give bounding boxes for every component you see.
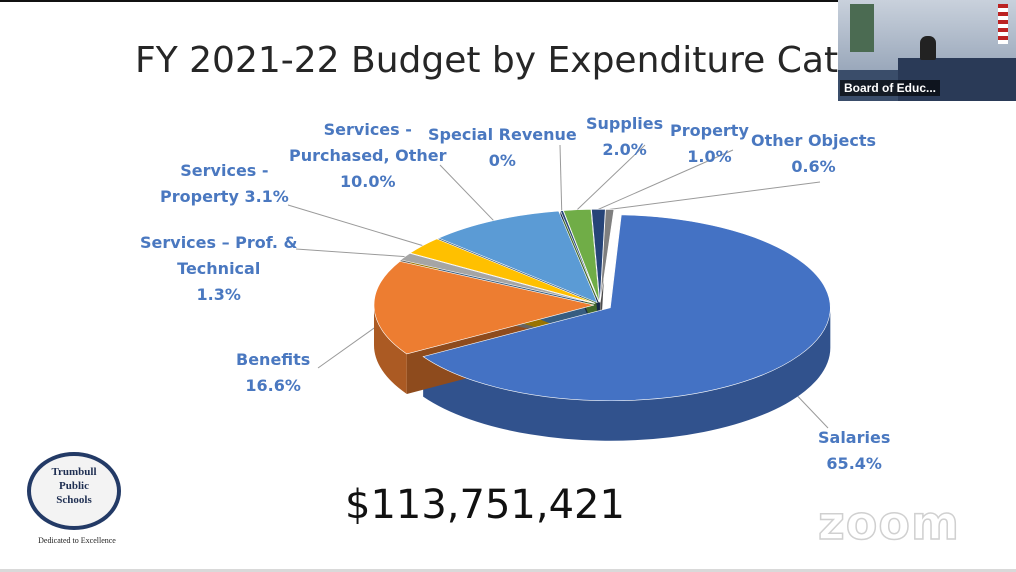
logo-tagline: Dedicated to Excellence [38,536,116,545]
total-budget: $113,751,421 [345,482,625,528]
top-rule [0,0,1016,2]
label-other-objects: Other Objects 0.6% [751,131,876,176]
label-supplies: Supplies 2.0% [586,114,664,159]
pie-tops [373,209,831,402]
video-participant [920,36,936,60]
label-prof-technical: Services – Prof. & Technical 1.3% [140,233,298,304]
leader-line-7 [598,149,734,210]
slice-services-prof-technical [400,253,595,304]
zoom-watermark: zoom [817,495,960,551]
label-salaries: Salaries 65.4% [818,428,891,473]
video-thumbnail[interactable]: Board of Educ... [838,0,1016,101]
slice-services-purchased-other [437,210,598,304]
label-property-services: Services - Property 3.1% [160,161,289,206]
leader-line-2 [295,248,406,258]
leader-line-1 [317,327,375,369]
slice-property [591,209,606,303]
bottom-rule [0,569,1016,572]
slice-services-property [409,238,596,304]
video-caption: Board of Educ... [840,80,941,96]
logo-text: Trumbull Public Schools [51,466,97,506]
slice-supplies [563,209,600,303]
slice-other-objects [599,209,615,303]
label-property: Property 1.0% [670,121,749,166]
leader-line-6 [576,144,646,211]
label-purchased-other: Services - Purchased, Other 10.0% [289,120,447,191]
leader-line-3 [287,204,423,247]
slice-benefits [373,261,595,355]
slice-salaries [422,214,831,402]
leader-line-4 [439,164,494,221]
school-logo: Trumbull Public Schools Dedicated to Excel… [22,448,132,548]
label-benefits: Benefits 16.6% [236,350,311,395]
flag-icon [998,4,1008,44]
slice-side-1 [374,305,407,394]
leader-lines [287,144,829,429]
logo-seal [27,452,121,530]
slide-title: FY 2021-22 Budget by Expenditure Catego [135,40,906,81]
leader-line-8 [609,181,821,210]
slice-side-0 [423,307,831,441]
leader-line-5 [559,144,563,211]
video-door [850,4,874,52]
label-special-revenue: Special Revenue 0% [428,125,577,170]
slice-special-revenue [559,210,600,303]
leader-line-0 [797,396,829,429]
